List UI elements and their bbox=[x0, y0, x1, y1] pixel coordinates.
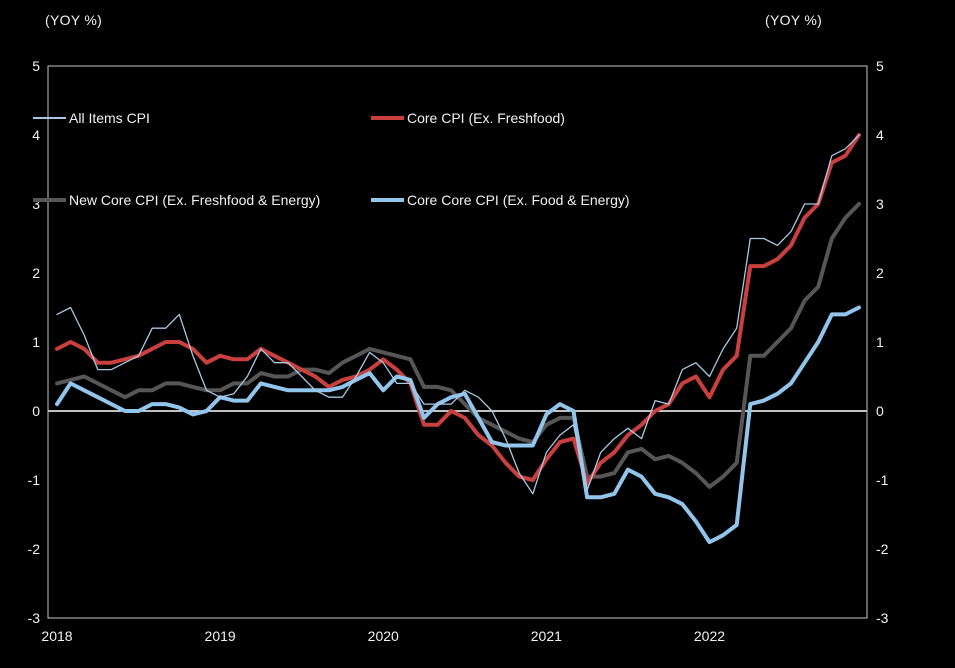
y-axis-label-left: -1 bbox=[27, 472, 40, 488]
y-axis-label-left: -3 bbox=[27, 610, 40, 626]
series-line-4 bbox=[55, 305, 861, 545]
x-axis-label: 2019 bbox=[204, 628, 236, 644]
y-axis-label-left: 2 bbox=[32, 265, 40, 281]
x-axis-label: 2021 bbox=[530, 628, 562, 644]
y-axis-label-left: -2 bbox=[27, 541, 40, 557]
y-axis-label-right: 0 bbox=[876, 403, 884, 419]
legend-label: All Items CPI bbox=[69, 110, 150, 126]
legend-item: New Core CPI (Ex. Freshfood & Energy) bbox=[33, 192, 320, 208]
legend-label: New Core CPI (Ex. Freshfood & Energy) bbox=[69, 192, 321, 208]
legend-swatch bbox=[371, 116, 404, 120]
legend-swatch bbox=[33, 117, 66, 119]
y-axis-label-right: 3 bbox=[876, 196, 884, 212]
x-axis-label: 2022 bbox=[693, 628, 726, 644]
y-axis-label-left: 1 bbox=[32, 334, 40, 350]
legend-label: Core Core CPI (Ex. Food & Energy) bbox=[407, 192, 630, 208]
legend-item: Core Core CPI (Ex. Food & Energy) bbox=[371, 192, 630, 208]
legend-item: Core CPI (Ex. Freshfood) bbox=[371, 110, 565, 126]
y-axis-label-right: 5 bbox=[876, 58, 884, 74]
legend-label: Core CPI (Ex. Freshfood) bbox=[407, 110, 565, 126]
y-axis-label-left: 0 bbox=[32, 403, 40, 419]
x-axis-label: 2020 bbox=[367, 628, 399, 644]
y-axis-label-left: 3 bbox=[32, 196, 40, 212]
plot-border bbox=[47, 65, 868, 619]
series-line-1 bbox=[56, 134, 860, 495]
legend-swatch bbox=[371, 198, 404, 202]
y-axis-label-right: 4 bbox=[876, 127, 884, 143]
y-axis-label-right: -1 bbox=[876, 472, 889, 488]
y-axis-label-left: 5 bbox=[32, 58, 40, 74]
y-axis-unit-label-right: (YOY %) bbox=[765, 12, 823, 28]
y-axis-label-right: -2 bbox=[876, 541, 889, 557]
x-axis-label: 2018 bbox=[41, 628, 73, 644]
legend-item: All Items CPI bbox=[33, 110, 150, 126]
series-line-2 bbox=[55, 133, 861, 486]
y-axis-label-right: 2 bbox=[876, 265, 884, 281]
y-axis-label-right: 1 bbox=[876, 334, 884, 350]
y-axis-unit-label-left: (YOY %) bbox=[45, 12, 103, 28]
y-axis-label-right: -3 bbox=[876, 610, 889, 626]
y-axis-label-left: 4 bbox=[32, 127, 40, 143]
legend-swatch bbox=[33, 198, 66, 202]
